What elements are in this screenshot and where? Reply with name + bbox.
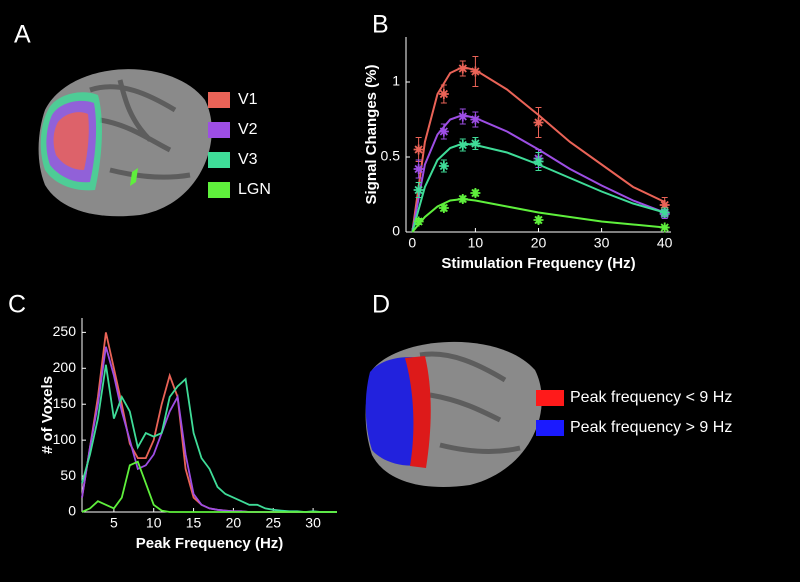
panel-label: A: [14, 21, 31, 49]
y-tick-label: 150: [53, 395, 77, 411]
x-tick-label: 10: [146, 515, 162, 531]
y-tick-label: 200: [53, 359, 77, 375]
y-tick-label: 1: [392, 73, 400, 89]
x-axis-label: Peak Frequency (Hz): [136, 535, 284, 552]
x-tick-label: 30: [594, 235, 610, 251]
star-marker: [533, 156, 544, 167]
star-marker: [470, 188, 481, 198]
star-marker: [533, 215, 544, 225]
x-tick-label: 40: [657, 235, 673, 251]
brain-d: [365, 341, 542, 487]
star-marker: [438, 161, 449, 171]
star-marker: [457, 111, 468, 122]
star-marker: [413, 164, 424, 174]
x-tick-label: 10: [468, 235, 484, 251]
x-tick-label: 20: [531, 235, 547, 251]
y-axis-label: # of Voxels: [39, 376, 56, 454]
star-marker: [470, 66, 481, 77]
star-marker: [413, 185, 424, 195]
fit-curve: [411, 113, 666, 233]
legend-label: Peak frequency < 9 Hz: [570, 389, 732, 406]
legend-swatch: [208, 152, 230, 168]
x-tick-label: 5: [110, 515, 118, 531]
fit-curve: [411, 142, 665, 233]
y-axis-label: Signal Changes (%): [363, 64, 380, 204]
star-marker: [438, 89, 449, 99]
star-marker: [659, 222, 670, 233]
y-tick-label: 250: [53, 323, 77, 339]
legend-label: Peak frequency > 9 Hz: [570, 419, 732, 436]
star-marker: [457, 63, 468, 74]
y-tick-label: 0.5: [381, 148, 401, 164]
legend-swatch: [536, 420, 564, 436]
line: [81, 460, 337, 513]
x-tick-label: 30: [305, 515, 321, 531]
brain-a: [38, 69, 212, 217]
star-marker: [438, 203, 449, 213]
sulci: [419, 351, 521, 454]
x-tick-label: 0: [408, 235, 416, 251]
legend-label: V2: [238, 121, 258, 138]
fit-curve: [411, 197, 665, 233]
y-tick-label: 0: [392, 223, 400, 239]
panel-label: B: [372, 11, 389, 39]
legend-label: LGN: [238, 181, 271, 198]
star-marker: [457, 140, 468, 150]
star-marker: [659, 207, 670, 218]
low-freq-area: [405, 356, 431, 468]
star-marker: [438, 126, 449, 137]
lgn-area: [130, 168, 138, 186]
legend-label: V1: [238, 91, 258, 108]
legend-swatch: [536, 390, 564, 406]
x-axis-label: Stimulation Frequency (Hz): [441, 255, 635, 272]
x-tick-label: 25: [265, 515, 281, 531]
x-tick-label: 20: [226, 515, 242, 531]
sulci: [89, 79, 191, 180]
legend-swatch: [208, 122, 230, 138]
v1-area: [53, 112, 89, 170]
legend-label: V3: [238, 151, 258, 168]
x-tick-label: 15: [186, 515, 202, 531]
legend-swatch: [208, 182, 230, 198]
star-marker: [413, 144, 424, 155]
legend-swatch: [208, 92, 230, 108]
panel-label: C: [8, 291, 26, 319]
star-marker: [457, 194, 468, 204]
star-marker: [413, 216, 424, 227]
y-tick-label: 100: [53, 431, 77, 447]
star-marker: [470, 138, 481, 149]
star-marker: [659, 200, 670, 210]
high-freq-area: [365, 357, 426, 466]
fit-curve: [411, 65, 666, 233]
star-marker: [470, 114, 481, 125]
y-tick-label: 0: [68, 503, 76, 519]
y-tick-label: 50: [60, 467, 76, 483]
panel-label: D: [372, 291, 390, 319]
star-marker: [533, 117, 544, 128]
